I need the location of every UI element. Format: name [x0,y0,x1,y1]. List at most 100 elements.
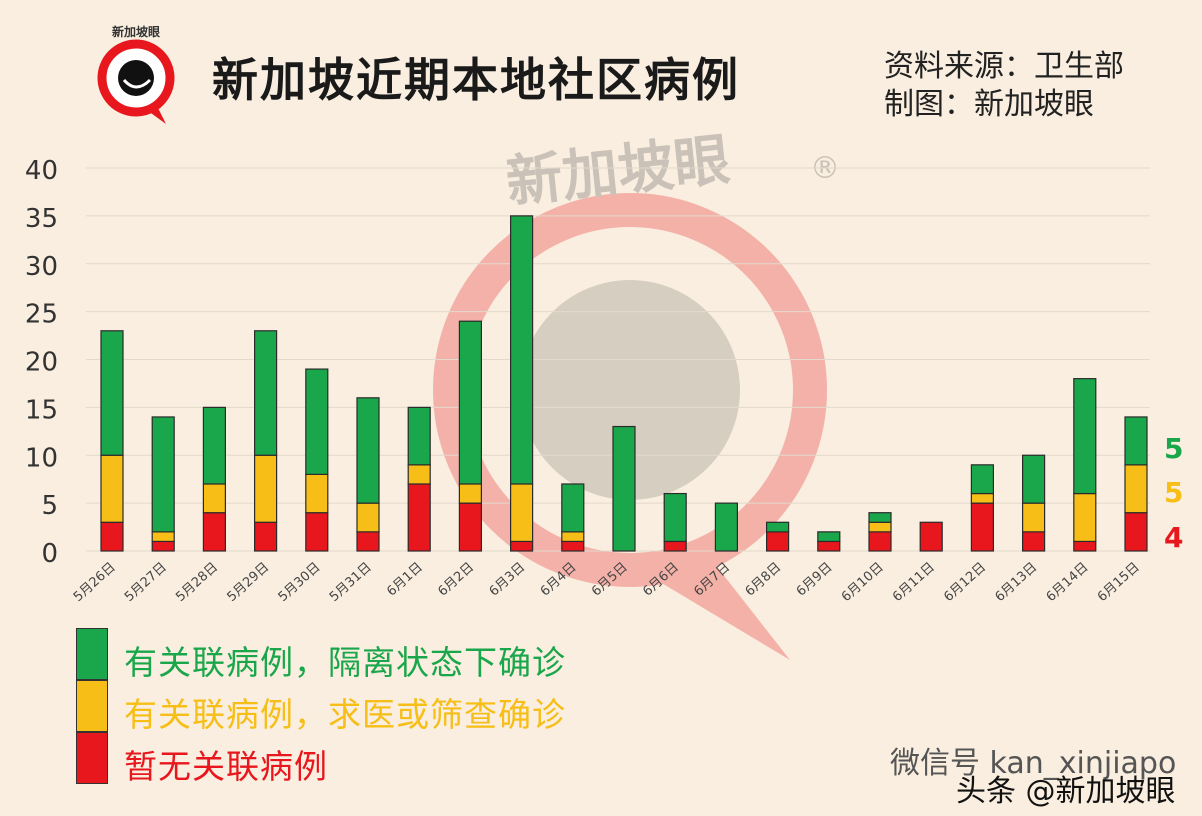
bar-segment-yellow [510,483,534,543]
watermark-tail [640,545,790,660]
credit-line: 制图：新加坡眼 [884,87,1094,122]
y-axis-ticks: 0 5 10 15 20 25 30 35 40 [25,156,58,569]
y-tick-label: 35 [25,204,58,234]
bar-segment-yellow [970,492,995,504]
bar-segment-yellow [305,473,329,514]
bar-segment-green [356,397,380,504]
legend-swatch-red [76,732,108,784]
bar-segment-yellow [202,483,226,514]
bar-segment-yellow [868,521,892,533]
logo: 新加坡眼 [94,22,180,130]
x-tick-label: 5月27日 [122,560,170,605]
bar-segment-green [151,416,175,533]
wechat-id: 微信号 kan_xinjiapo [890,746,1177,781]
bar-segment-yellow [356,502,380,533]
x-tick-label: 6月1日 [384,560,426,600]
toutiao-handle: 头条 @新加坡眼 [956,774,1176,809]
x-tick-label: 6月10日 [839,560,887,605]
x-tick-label: 6月13日 [992,560,1040,605]
bar-segment-green [202,406,226,485]
bar-segment-green [458,320,482,485]
x-tick-label: 6月12日 [941,560,989,605]
bar-segment-red [1073,540,1097,552]
bar-segment-green [1021,454,1046,504]
bar-segment-green [254,330,278,456]
legend-label-red: 暂无关联病例 [124,747,328,786]
bar-segment-red [970,502,995,552]
y-tick-label: 5 [41,491,58,521]
bar-segment-yellow [254,454,278,523]
bar-segment-red [1021,531,1046,552]
x-tick-label: 6月14日 [1044,560,1092,605]
x-tick-label: 6月9日 [794,560,836,600]
logo-icon: 新加坡眼 [97,24,175,124]
x-tick-label: 5月28日 [173,560,221,605]
bar-segment-yellow [1124,464,1148,514]
source-line: 资料来源：卫生部 [884,49,1124,84]
watermark-text: 新加坡眼 [503,128,733,216]
bar-segment-red [356,531,380,552]
bar-segment-green [970,464,995,495]
watermark: 新加坡眼 ® [433,128,840,660]
x-tick-label: 6月3日 [487,560,529,600]
annotation-green: 5 [1164,432,1183,465]
bar-segment-yellow [1021,502,1046,533]
bar-segment-green [765,521,790,533]
x-tick-label: 6月15日 [1095,560,1143,605]
bar-segment-red [1124,512,1148,552]
bar-segment-red [919,521,943,552]
bar-segment-green [407,406,431,466]
bar-segment-red [868,531,892,552]
y-tick-label: 20 [25,348,58,378]
y-tick-label: 25 [25,300,58,330]
annotations: 5 5 4 [1164,432,1183,554]
bar-segment-red [100,521,124,552]
source-block: 资料来源：卫生部 制图：新加坡眼 [884,48,1124,124]
bar-segment-yellow [561,531,585,543]
bar-segment-red [510,540,534,552]
annotation-yellow: 5 [1164,476,1183,509]
legend-swatch-green [76,628,108,680]
bar-segment-green [612,425,636,552]
y-tick-label: 0 [41,539,58,569]
bar-segment-green [510,215,534,485]
bars [100,215,1148,552]
y-tick-label: 15 [25,395,58,425]
x-tick-label: 5月31日 [327,560,375,605]
bar-segment-green [100,330,124,456]
bar-segment-red [407,483,431,552]
bar-segment-green [561,483,585,533]
bar-segment-green [714,502,739,552]
bar-segment-red [151,540,175,552]
legend-label-yellow: 有关联病例，求医或筛查确诊 [124,695,566,734]
bar-segment-green [817,531,841,543]
bar-segment-green [305,368,329,476]
bar-segment-green [1073,378,1097,495]
bar-segment-red [305,512,329,552]
bar-segment-red [202,512,226,552]
x-tick-label: 6月11日 [890,560,938,605]
bar-segment-green [1124,416,1148,466]
annotation-red: 4 [1164,521,1183,554]
legend-swatch-yellow [76,680,108,732]
x-tick-label: 6月8日 [743,560,785,600]
bar-segment-yellow [407,464,431,485]
bar-segment-yellow [100,454,124,523]
bar-segment-red [663,540,687,552]
x-tick-label: 5月26日 [71,560,119,605]
watermark-eye [520,280,740,500]
bar-segment-red [458,502,482,552]
chart-title: 新加坡近期本地社区病例 [212,53,740,107]
bar-segment-yellow [151,531,175,543]
bar-segment-green [868,512,892,523]
bar-segment-yellow [458,483,482,504]
y-tick-label: 30 [25,252,58,282]
bar-segment-red [817,540,841,552]
logo-text: 新加坡眼 [112,24,160,39]
bar-segment-red [561,540,585,552]
bar-segment-red [765,531,790,552]
watermark-ring [433,193,827,587]
y-tick-label: 10 [25,443,58,473]
y-tick-label: 40 [25,156,58,186]
